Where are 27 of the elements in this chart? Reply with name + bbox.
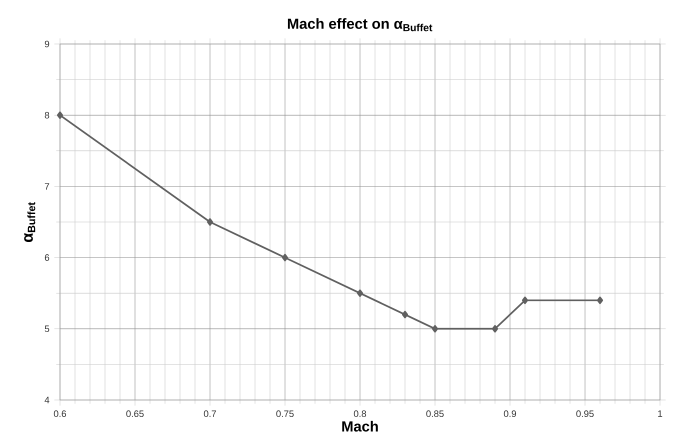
- point: [492, 325, 498, 333]
- chart-title: Mach effect on α$_{Buffet}$: [288, 18, 432, 32]
- x-tick-label: 0.85: [426, 410, 444, 418]
- point: [356, 289, 364, 298]
- y-tick-label: 8: [44, 112, 50, 118]
- point: [522, 296, 528, 304]
- point: [56, 111, 64, 120]
- x-tick-label: 0.75: [276, 410, 294, 418]
- y-tick-label: 4: [44, 396, 50, 404]
- x-tick-label: 0.6: [54, 410, 66, 418]
- y-tick-label: 6: [44, 254, 50, 261]
- x-tick-label: 1: [658, 410, 662, 417]
- y-tick-label: 9: [44, 40, 50, 48]
- x-tick-label: 0.65: [126, 410, 144, 418]
- x-axis-title: Mach: [342, 420, 378, 432]
- point: [432, 325, 438, 333]
- y-axis-title: α$_{Buffet}$: [24, 202, 36, 242]
- point: [596, 296, 604, 304]
- x-tick-label: 0.7: [204, 410, 216, 418]
- point: [402, 310, 408, 318]
- point: [206, 218, 214, 226]
- y-tick-label: 5: [44, 326, 50, 332]
- x-tick-label: 0.9: [504, 410, 516, 418]
- x-tick-label: 0.95: [576, 410, 594, 418]
- point: [282, 254, 288, 262]
- x-tick-label: 0.8: [354, 410, 366, 418]
- y-tick-label: 7: [44, 183, 50, 190]
